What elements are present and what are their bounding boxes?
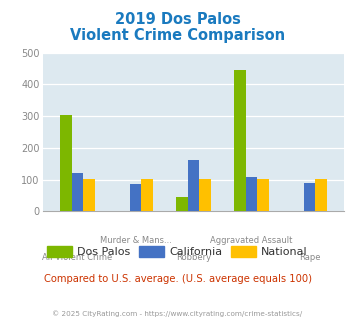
- Text: Compared to U.S. average. (U.S. average equals 100): Compared to U.S. average. (U.S. average …: [44, 274, 311, 284]
- Text: Robbery: Robbery: [176, 253, 211, 262]
- Bar: [199, 179, 211, 211]
- Bar: [315, 179, 327, 211]
- Bar: [257, 179, 269, 211]
- Bar: [83, 179, 95, 211]
- Legend: Dos Palos, California, National: Dos Palos, California, National: [43, 242, 312, 261]
- Text: Rape: Rape: [299, 253, 320, 262]
- Text: Murder & Mans...: Murder & Mans...: [99, 236, 171, 245]
- Text: Violent Crime Comparison: Violent Crime Comparison: [70, 28, 285, 43]
- Bar: [246, 177, 257, 211]
- Bar: [60, 115, 72, 211]
- Bar: [234, 70, 246, 211]
- Text: © 2025 CityRating.com - https://www.cityrating.com/crime-statistics/: © 2025 CityRating.com - https://www.city…: [53, 311, 302, 317]
- Text: 2019 Dos Palos: 2019 Dos Palos: [115, 12, 240, 26]
- Text: Aggravated Assault: Aggravated Assault: [210, 236, 293, 245]
- Text: All Violent Crime: All Violent Crime: [42, 253, 113, 262]
- Bar: [130, 184, 141, 211]
- Bar: [72, 173, 83, 211]
- Bar: [176, 197, 188, 211]
- Bar: [188, 160, 199, 211]
- Bar: [141, 179, 153, 211]
- Bar: [304, 183, 315, 211]
